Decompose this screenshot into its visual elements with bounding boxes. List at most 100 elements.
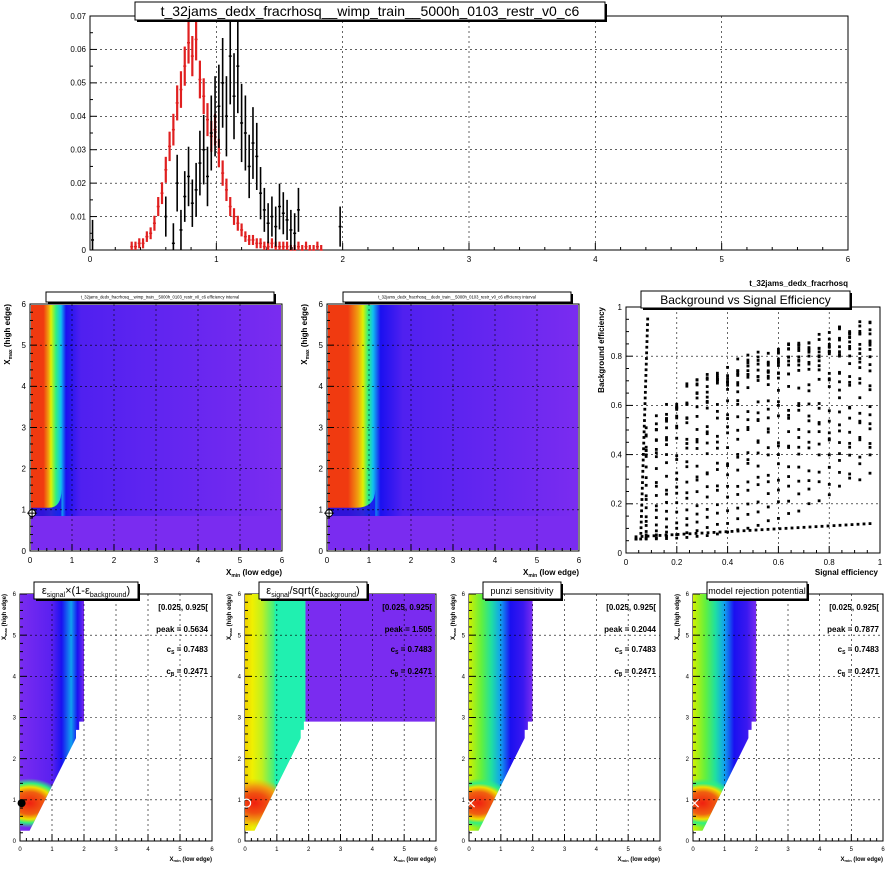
roc-point bbox=[756, 379, 760, 382]
roc-point bbox=[838, 350, 841, 354]
roc-point bbox=[715, 532, 719, 536]
roc-point bbox=[817, 347, 821, 350]
title-end: ) bbox=[126, 585, 130, 597]
roc-point bbox=[654, 451, 658, 455]
roc-point bbox=[766, 505, 770, 509]
roc-point bbox=[756, 500, 760, 504]
roc-point bbox=[715, 416, 719, 420]
roc-point bbox=[756, 350, 760, 354]
roc-point bbox=[797, 428, 801, 431]
roc-axes bbox=[625, 306, 881, 554]
xlabel-sub: min bbox=[231, 573, 240, 579]
roc-point bbox=[664, 533, 668, 537]
roc-point bbox=[675, 510, 679, 514]
eff-data-xtick-label: 2 bbox=[409, 556, 414, 565]
hist-ytick-label: 0 bbox=[82, 246, 87, 255]
fom3-interval: [0.025, 0.925[ bbox=[606, 603, 656, 612]
roc-point bbox=[838, 429, 841, 433]
roc-point bbox=[675, 414, 679, 418]
roc-point bbox=[807, 383, 811, 387]
roc-point bbox=[777, 347, 780, 351]
roc-point bbox=[746, 369, 750, 373]
eff-wimp-ylabel: Xmax (high edge) bbox=[3, 304, 14, 365]
roc-point bbox=[797, 402, 801, 405]
title-sub: signal bbox=[271, 592, 290, 599]
roc-point bbox=[685, 523, 689, 527]
cs-val: = 0.7483 bbox=[174, 645, 208, 654]
roc-point bbox=[766, 363, 770, 367]
roc-point bbox=[858, 438, 862, 442]
roc-point bbox=[868, 340, 872, 344]
hist-ytick-label: 0.01 bbox=[70, 212, 86, 221]
roc-point bbox=[705, 377, 709, 381]
roc-ytick-label: 0 bbox=[618, 549, 623, 558]
roc-point bbox=[797, 341, 801, 345]
cb-val: = 0.2471 bbox=[622, 667, 656, 676]
fom2-ytick-label: 1 bbox=[238, 798, 242, 804]
roc-point bbox=[643, 396, 647, 400]
roc-point bbox=[807, 446, 811, 450]
fom2-xtick-label: 2 bbox=[307, 847, 311, 853]
fom4-peak-marker bbox=[690, 798, 700, 808]
hist-ytick-label: 0.04 bbox=[70, 112, 86, 121]
roc-point bbox=[817, 364, 821, 368]
roc-point bbox=[695, 490, 699, 494]
roc-point bbox=[685, 480, 689, 484]
cs-val: = 0.7483 bbox=[622, 645, 656, 654]
roc-point bbox=[787, 385, 791, 388]
roc-point bbox=[807, 440, 811, 444]
roc-xlabel: Signal efficiency bbox=[815, 568, 879, 577]
roc-point bbox=[797, 465, 801, 469]
roc-point bbox=[848, 375, 852, 378]
eff-data-xtick-label: 3 bbox=[451, 556, 456, 565]
fom4-peak-region bbox=[693, 778, 738, 828]
roc-point bbox=[858, 329, 862, 333]
roc-point bbox=[641, 452, 645, 456]
roc-point bbox=[644, 374, 648, 377]
hist-xlabel: t_32jams_dedx_fracrhosq bbox=[749, 279, 848, 288]
roc-point bbox=[675, 426, 679, 430]
roc-point bbox=[654, 516, 658, 519]
roc-point bbox=[858, 347, 862, 351]
roc-point bbox=[675, 458, 679, 461]
roc-point bbox=[838, 338, 841, 342]
roc-point bbox=[790, 526, 794, 530]
roc-point bbox=[746, 526, 750, 530]
roc-point bbox=[868, 453, 872, 457]
roc-point bbox=[848, 347, 852, 351]
roc-point bbox=[675, 424, 679, 428]
roc-point bbox=[685, 446, 689, 450]
roc-point bbox=[807, 362, 811, 366]
roc-point bbox=[644, 379, 648, 383]
roc-point bbox=[868, 427, 872, 431]
roc-point bbox=[797, 404, 801, 407]
roc-point bbox=[766, 430, 770, 434]
roc-point bbox=[746, 410, 750, 413]
roc-point bbox=[746, 426, 750, 429]
roc-point bbox=[685, 401, 689, 405]
fom2-ytick-label: 2 bbox=[238, 757, 242, 763]
roc-point bbox=[695, 478, 699, 482]
roc-point bbox=[797, 355, 801, 359]
roc-point bbox=[756, 464, 760, 468]
fom3-title: punzi sensitivity bbox=[490, 586, 554, 596]
roc-point bbox=[827, 342, 831, 346]
roc-point bbox=[746, 461, 750, 465]
roc-point bbox=[654, 533, 658, 537]
fom3-ylabel: Xmax (high edge) bbox=[451, 594, 457, 640]
roc-point bbox=[640, 486, 644, 490]
roc-point bbox=[787, 446, 791, 449]
roc-point bbox=[726, 377, 729, 380]
cs-val: = 0.7483 bbox=[398, 645, 432, 654]
roc-point bbox=[838, 354, 841, 358]
roc-point bbox=[675, 501, 679, 505]
roc-point bbox=[695, 392, 699, 395]
fom2-peak-region bbox=[245, 778, 290, 828]
eff-wimp-ytick-label: 1 bbox=[22, 506, 27, 515]
fom2-ylabel: Xmax (high edge) bbox=[227, 594, 233, 640]
roc-point bbox=[705, 385, 709, 388]
fom1-ytick-label: 2 bbox=[13, 757, 17, 763]
roc-point bbox=[787, 408, 791, 412]
roc-point bbox=[760, 528, 764, 532]
